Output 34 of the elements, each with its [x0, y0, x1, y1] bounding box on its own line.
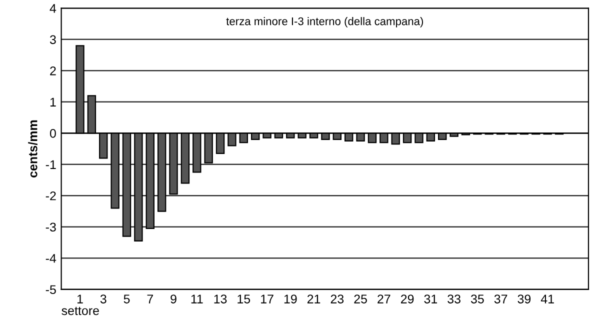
- x-tick-label: 35: [470, 294, 484, 304]
- x-tick-label: 23: [330, 294, 344, 304]
- y-tick-label: 1: [50, 98, 56, 106]
- x-tick-label: 1: [77, 294, 83, 304]
- x-tick-label: 25: [354, 294, 367, 304]
- y-axis-title: cents/mm: [28, 120, 38, 178]
- x-tick-label: 15: [238, 294, 250, 304]
- x-tick-label: 39: [518, 294, 531, 304]
- x-tick-label: 21: [307, 294, 320, 304]
- x-tick-label: 5: [124, 294, 130, 304]
- y-tick-label: 0: [50, 128, 56, 138]
- x-tick-label: 33: [448, 294, 460, 304]
- x-tick-label: 19: [284, 294, 297, 304]
- y-tick-label: -5: [46, 285, 56, 294]
- x-axis-title: settore: [62, 306, 99, 316]
- y-tick-label: 2: [50, 66, 56, 76]
- x-tick-label: 17: [261, 294, 274, 304]
- x-tick-label: 7: [147, 294, 153, 304]
- x-tick-label: 11: [191, 294, 203, 304]
- y-tick-label: -2: [46, 191, 56, 200]
- x-tick-label: 13: [214, 294, 227, 304]
- y-tick-label: -1: [46, 160, 56, 169]
- y-tick-label: 3: [50, 35, 56, 44]
- y-tick-label: -4: [46, 254, 56, 263]
- x-tick-label: 41: [540, 294, 554, 304]
- x-tick-label: 3: [100, 294, 106, 304]
- x-tick-label: 27: [378, 294, 390, 304]
- x-tick-label: 31: [424, 294, 438, 304]
- x-tick-label: 29: [400, 294, 414, 304]
- y-tick-label: 4: [50, 4, 56, 13]
- x-tick-label: 37: [494, 294, 508, 304]
- y-tick-label: -3: [46, 222, 56, 232]
- x-tick-label: 9: [170, 294, 176, 304]
- text: terza minore I-3 interno (della campana): [226, 17, 424, 28]
